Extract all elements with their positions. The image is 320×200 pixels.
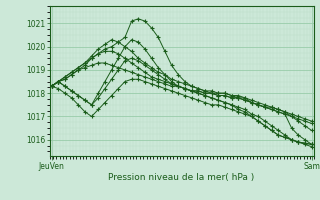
X-axis label: Pression niveau de la mer( hPa ): Pression niveau de la mer( hPa ) (108, 173, 255, 182)
